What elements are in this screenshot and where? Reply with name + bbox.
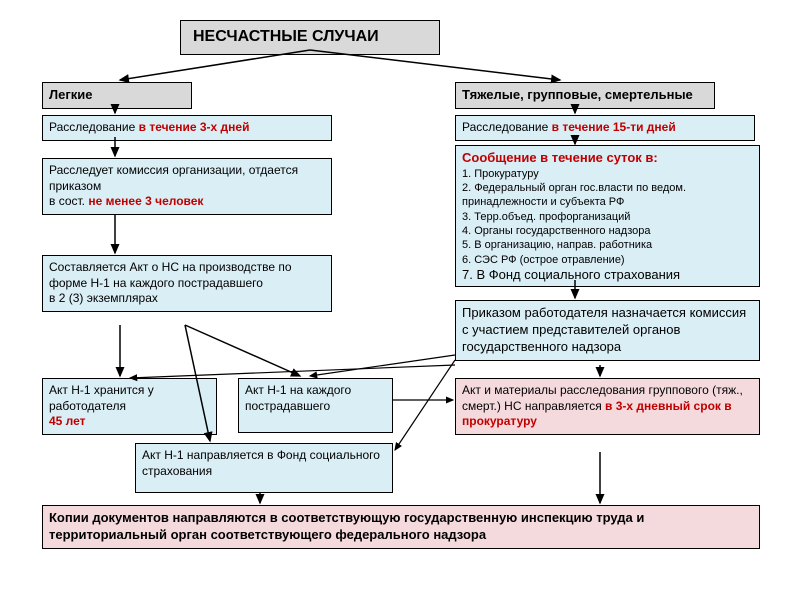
- right-act-materials: Акт и материалы расследования группового…: [455, 378, 760, 435]
- order-text: Приказом работодателя назначается комисс…: [462, 305, 746, 354]
- title-box: НЕСЧАСТНЫЕ СЛУЧАИ: [180, 20, 440, 55]
- right-order: Приказом работодателя назначается комисс…: [455, 300, 760, 361]
- right-inv-label: Расследование: [462, 120, 552, 134]
- left-header: Легкие: [42, 82, 192, 109]
- right-header-text: Тяжелые, групповые, смертельные: [462, 87, 693, 102]
- left-commission: Расследует комиссия организации, отдаетс…: [42, 158, 332, 215]
- msg-item-1: 1. Прокуратуру: [462, 167, 753, 181]
- right-investigation: Расследование в течение 15-ти дней: [455, 115, 755, 141]
- comm-line1: Расследует комиссия организации, отдаетс…: [49, 163, 298, 193]
- right-header: Тяжелые, групповые, смертельные: [455, 82, 715, 109]
- left-act-compile: Составляется Акт о НС на производстве по…: [42, 255, 332, 312]
- msg-item-6: 6. СЭС РФ (острое отравление): [462, 253, 753, 267]
- bottom-text: Копии документов направляются в соответс…: [49, 510, 644, 542]
- each-text: Акт Н-1 на каждого пострадавшего: [245, 383, 351, 413]
- left-header-text: Легкие: [49, 87, 93, 102]
- msg-item-3: 3. Терр.объед. профорганизаций: [462, 210, 753, 224]
- act-h1b: в 2 (3) экземплярах: [49, 291, 158, 305]
- left-inv-label: Расследование: [49, 120, 139, 134]
- msg-item-2: 2. Федеральный орган гос.власти по ведом…: [462, 181, 753, 210]
- msg-item-7: 7. В Фонд социального страхования: [462, 267, 753, 284]
- msg-title: Сообщение в течение суток в:: [462, 150, 753, 167]
- store-red: 45 лет: [49, 414, 86, 428]
- right-message-list: Сообщение в течение суток в: 1. Прокурат…: [455, 145, 760, 287]
- left-each-victim: Акт Н-1 на каждого пострадавшего: [238, 378, 393, 433]
- msg-item-4: 4. Органы государственного надзора: [462, 224, 753, 238]
- bottom-box: Копии документов направляются в соответс…: [42, 505, 760, 549]
- msg-item-5: 5. В организацию, направ. работника: [462, 238, 753, 252]
- act-h1: Составляется Акт о НС на производстве по…: [49, 260, 292, 290]
- left-store: Акт Н-1 хранится у работодателя 45 лет: [42, 378, 217, 435]
- store-text: Акт Н-1 хранится у работодателя: [49, 383, 154, 413]
- fss-box: Акт Н-1 направляется в Фонд социального …: [135, 443, 393, 493]
- comm-pre: в сост.: [49, 194, 88, 208]
- title-text: НЕСЧАСТНЫЕ СЛУЧАИ: [193, 28, 379, 45]
- left-inv-red: в течение 3-х дней: [139, 120, 250, 134]
- fss-text: Акт Н-1 направляется в Фонд социального …: [142, 448, 380, 478]
- left-investigation: Расследование в течение 3-х дней: [42, 115, 332, 141]
- comm-red: не менее 3 человек: [88, 194, 203, 208]
- right-inv-red: в течение 15-ти дней: [552, 120, 676, 134]
